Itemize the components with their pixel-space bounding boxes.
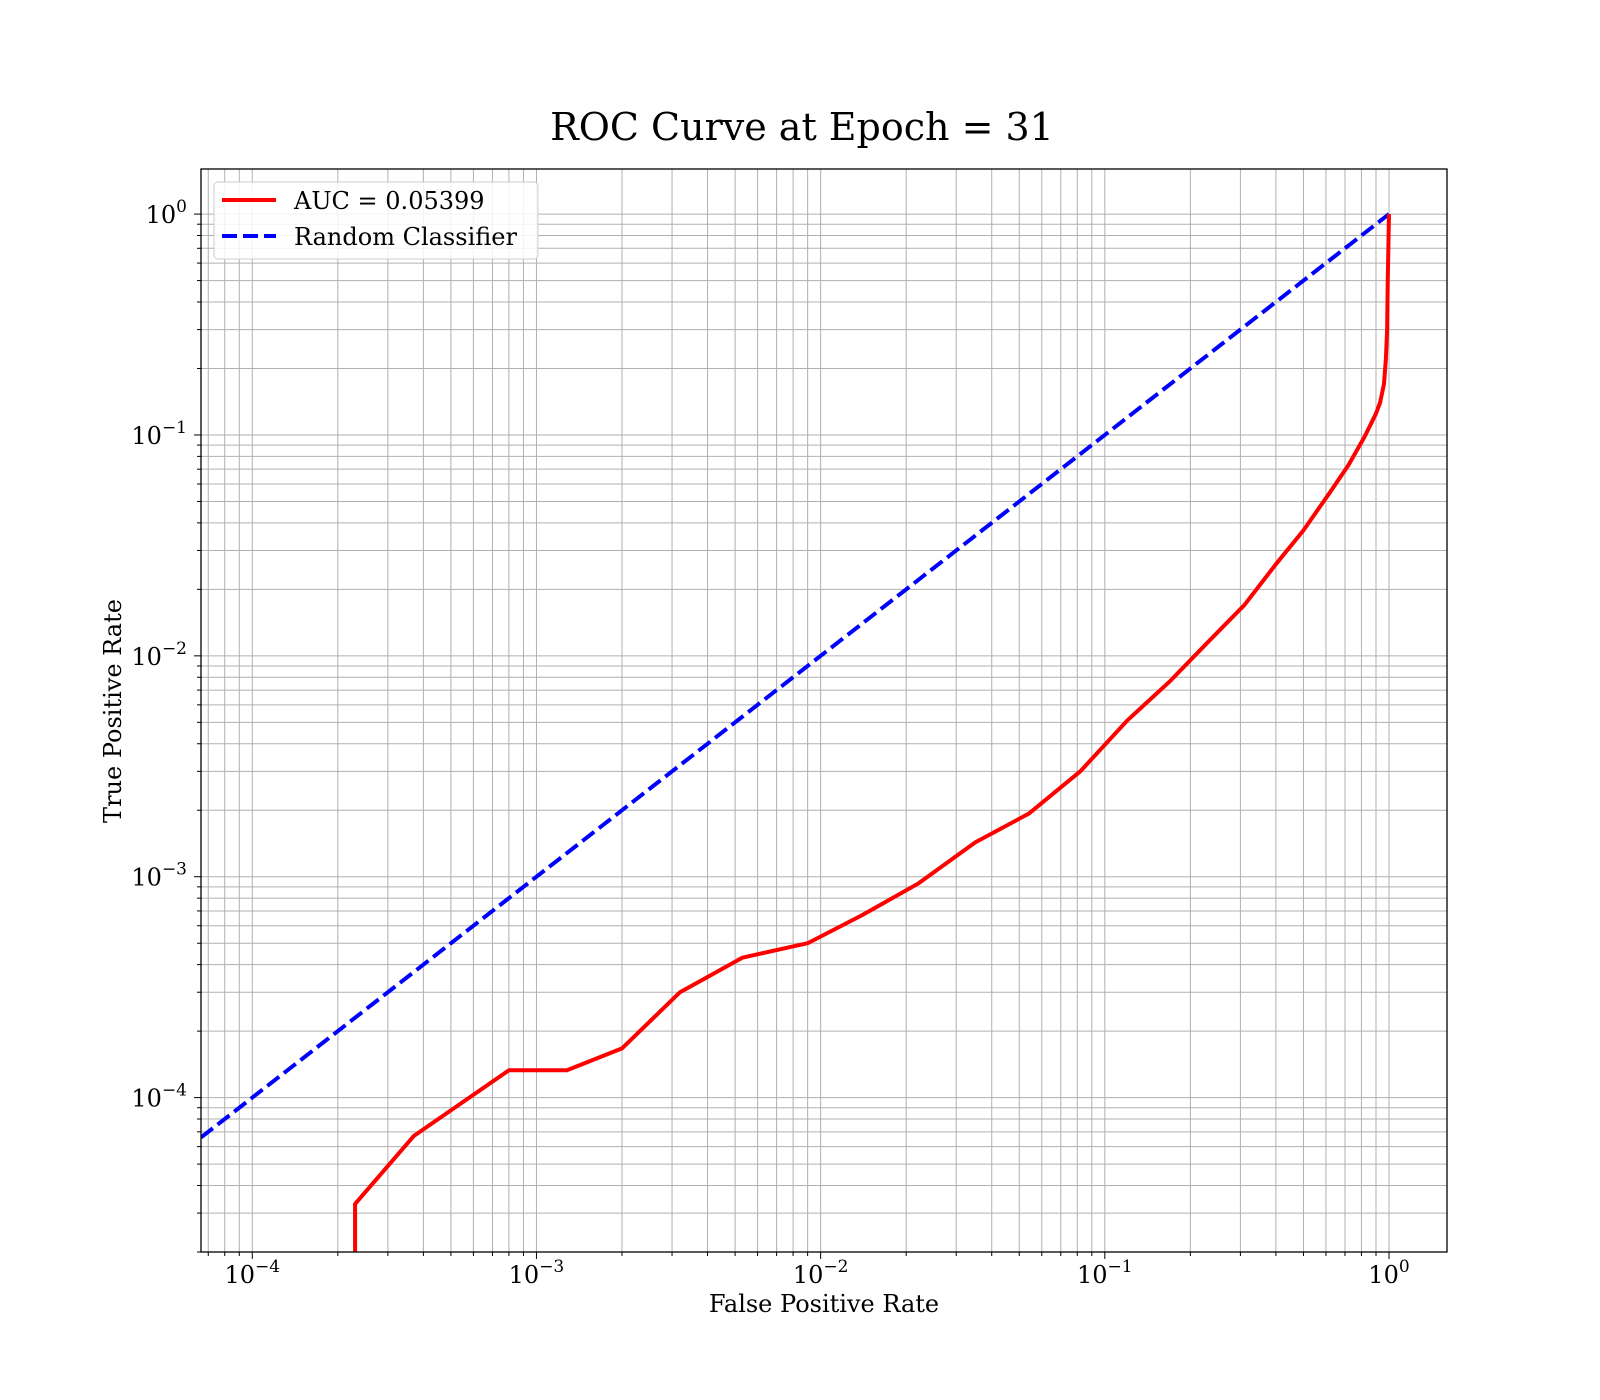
roc-curve-line <box>353 214 1391 1252</box>
axes-frame <box>200 168 1448 1253</box>
plot-lines <box>201 212 1391 1252</box>
random-classifier-line <box>201 212 1391 1140</box>
x-tick-label: 10−1 <box>1077 1257 1133 1289</box>
ticks <box>194 213 1390 1259</box>
y-tick-label: 10−1 <box>131 418 187 450</box>
legend-label-auc: AUC = 0.05399 <box>293 187 485 215</box>
x-axis-label: False Positive Rate <box>709 1290 939 1318</box>
legend: AUC = 0.05399 Random Classifier <box>213 181 539 260</box>
legend-box <box>213 181 539 260</box>
y-axis-label: True Positive Rate <box>99 599 127 823</box>
y-tick-label: 100 <box>146 197 187 229</box>
x-tick-label: 100 <box>1368 1257 1409 1289</box>
y-tick-label: 10−2 <box>131 639 187 671</box>
x-tick-label: 10−4 <box>224 1257 280 1289</box>
y-tick-label: 10−3 <box>131 860 187 892</box>
chart-title: ROC Curve at Epoch = 31 <box>550 105 1054 149</box>
x-tick-label: 10−2 <box>793 1257 849 1289</box>
y-tick-label: 10−4 <box>131 1081 187 1113</box>
tick-labels: 10−4 10−3 10−2 10−1 100 10−4 10−3 10−2 10−1 100 <box>131 197 1409 1289</box>
legend-label-random: Random Classifier <box>294 223 517 251</box>
x-tick-label: 10−3 <box>509 1257 565 1289</box>
grid <box>201 169 1447 1253</box>
